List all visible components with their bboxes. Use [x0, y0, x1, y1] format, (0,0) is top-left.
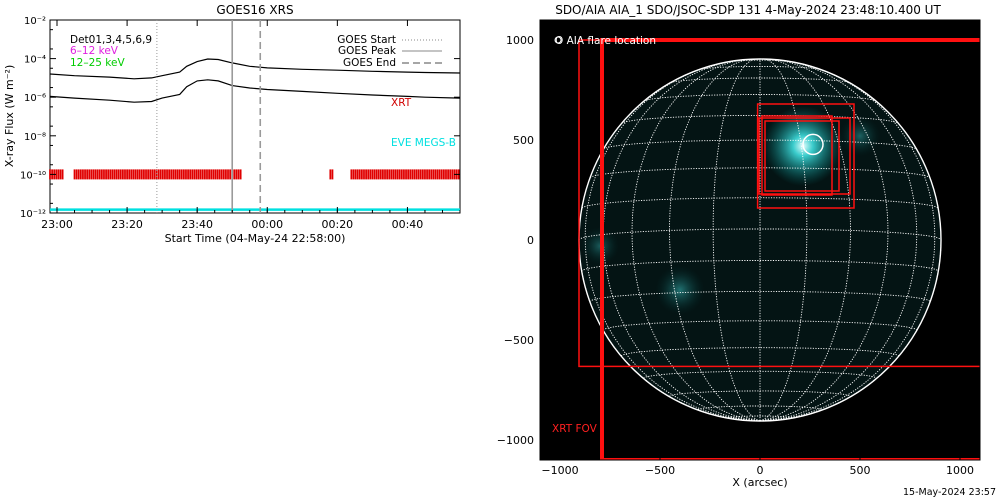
goes-x-tick-label: 00:20: [321, 218, 353, 231]
aia-y-tick-label: −1000: [497, 434, 534, 447]
longitude-line: [631, 59, 761, 422]
legend-circle-icon: [554, 36, 562, 44]
longitude-line: [759, 60, 918, 422]
longitude-line: [759, 58, 808, 422]
latitude-line: [621, 114, 899, 124]
latitude-line: [589, 167, 931, 179]
goes-series-line: [49, 79, 461, 103]
longitude-line: [759, 59, 889, 422]
latitude-line: [730, 59, 790, 62]
goes-x-tick-label: 23:00: [41, 218, 73, 231]
goes-y-ticks: 10⁻¹² 10⁻¹⁰ 10⁻⁸ 10⁻⁶ 10⁻⁴ 10⁻²: [20, 16, 460, 220]
latitude-line: [602, 320, 918, 331]
goes-y-tick-label: 10⁻⁸: [24, 132, 46, 143]
aia-y-tick-label: 500: [513, 134, 534, 147]
latitude-line: [589, 290, 931, 302]
goes-plot-content: [49, 20, 461, 213]
aia-y-tick-label: 1000: [506, 34, 534, 47]
goes-y-tick-label: 10⁻⁶: [24, 93, 46, 104]
aia-y-ticks: −1000 −500 0 500 1000: [497, 34, 546, 447]
plot-timestamp: 15-May-2024 23:57: [903, 487, 996, 498]
goes-x-ticks: 23:00 23:20 23:40 00:00 00:20 00:40: [41, 20, 461, 231]
aia-x-tick-label: −500: [645, 464, 675, 477]
xrt-fov-label: XRT FOV: [552, 423, 598, 435]
latitude-line: [728, 415, 792, 419]
legend-goes-end: GOES End: [343, 57, 396, 69]
aia-x-tick-label: 1000: [946, 464, 974, 477]
latitude-line: [603, 139, 917, 150]
goes-y-tick-label: 10⁻⁴: [24, 55, 46, 66]
aia-x-tick-label: 0: [757, 464, 764, 477]
goes-xrs-plot: GOES16 XRS 23:00 23:20 23:40 00:00 00:20 00:4…: [3, 3, 461, 245]
xrt-series-label: XRT: [391, 97, 412, 109]
aia-image-content: [554, 36, 980, 460]
legend-6-12kev: 6–12 keV: [70, 45, 119, 57]
goes-y-tick-label: 10⁻²: [24, 16, 46, 27]
xrt-fov-box: [756, 103, 855, 209]
latitude-line: [581, 260, 939, 272]
xrt-fov-box: [600, 38, 980, 460]
goes-x-tick-label: 23:20: [111, 218, 143, 231]
aia-y-tick-label: −500: [504, 334, 534, 347]
goes-series-line: [49, 58, 461, 80]
legend-detectors: Det01,3,4,5,6,9: [70, 34, 152, 46]
aia-x-ticks: −1000 −500 0 500 1000: [541, 454, 974, 477]
longitude-line: [712, 58, 761, 422]
xrt-fov-box: [758, 117, 851, 195]
legend-goes-start: GOES Start: [337, 34, 396, 46]
aia-flare-legend: O AIA flare location: [555, 35, 656, 47]
xrt-fov-box: [764, 120, 840, 192]
aia-title: SDO/AIA AIA_1 SDO/JSOC-SDP 131 4-May-202…: [555, 3, 941, 17]
goes-x-axis-label: Start Time (04-May-24 22:58:00): [165, 232, 346, 245]
eve-series-label: EVE MEGS-B: [391, 137, 456, 149]
legend-goes-peak: GOES Peak: [338, 45, 397, 57]
bright-region: [655, 265, 705, 315]
goes-x-tick-label: 00:40: [392, 218, 424, 231]
goes-y-axis-label: X-ray Flux (W m⁻²): [3, 65, 16, 167]
goes-y-tick-label: 10⁻¹²: [20, 209, 46, 220]
aia-x-tick-label: 500: [850, 464, 871, 477]
goes-plot-frame: [49, 19, 461, 214]
legend-12-25kev: 12–25 keV: [70, 57, 125, 69]
goes-x-tick-label: 23:40: [181, 218, 213, 231]
aia-image-plot: SDO/AIA AIA_1 SDO/JSOC-SDP 131 4-May-202…: [497, 3, 996, 498]
longitude-line: [602, 60, 761, 422]
goes-y-tick-label: 10⁻¹⁰: [20, 170, 46, 181]
latitude-line: [670, 77, 850, 84]
goes-title: GOES16 XRS: [216, 3, 293, 17]
longitude-line: [759, 58, 851, 422]
latitude-line: [578, 228, 942, 241]
aia-x-axis-label: X (arcsec): [732, 476, 787, 489]
goes-x-tick-label: 00:00: [251, 218, 283, 231]
xrt-fov-box: [761, 115, 833, 196]
aia-x-tick-label: −1000: [541, 464, 578, 477]
flare-location-circle: [802, 133, 824, 156]
longitude-line: [669, 58, 761, 422]
aia-y-tick-label: 0: [527, 234, 534, 247]
